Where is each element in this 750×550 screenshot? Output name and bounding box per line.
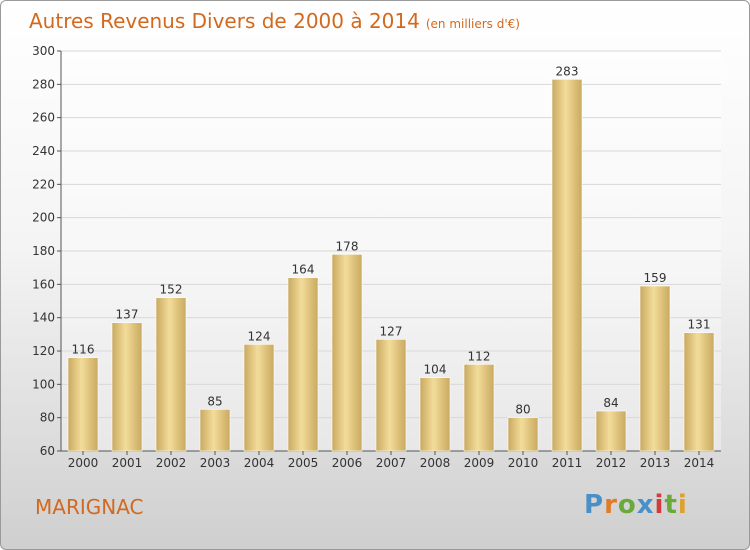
data-label: 80	[515, 403, 530, 417]
x-tick-label: 2013	[640, 456, 671, 470]
bar	[287, 277, 319, 452]
y-tick-label: 240	[32, 144, 55, 158]
x-tick-label: 2004	[244, 456, 275, 470]
x-tick-label: 2002	[156, 456, 187, 470]
bar	[199, 409, 231, 452]
logo-letter: o	[617, 490, 637, 520]
bar	[243, 344, 275, 452]
y-tick-label: 300	[32, 44, 55, 58]
title-text: Autres Revenus Divers de 2000 à 2014	[29, 9, 420, 33]
data-label: 131	[688, 318, 711, 332]
x-tick-label: 2014	[684, 456, 715, 470]
x-tick-label: 2009	[464, 456, 495, 470]
y-tick-label: 100	[32, 377, 55, 391]
y-tick-label: 200	[32, 211, 55, 225]
logo-letter: P	[584, 490, 605, 520]
logo-letter: i	[677, 490, 688, 520]
x-tick-label: 2007	[376, 456, 407, 470]
bar	[463, 364, 495, 452]
bar	[683, 332, 715, 452]
bar	[111, 322, 143, 452]
data-label: 152	[160, 283, 183, 297]
logo-letter: t	[664, 490, 678, 520]
bar	[507, 417, 539, 452]
y-tick-label: 60	[40, 444, 55, 458]
x-tick-label: 2012	[596, 456, 627, 470]
y-tick-label: 160	[32, 277, 55, 291]
x-tick-label: 2001	[112, 456, 143, 470]
y-tick-label: 220	[32, 177, 55, 191]
data-label: 137	[116, 308, 139, 322]
data-label: 84	[603, 396, 618, 410]
place-name: MARIGNAC	[35, 495, 144, 519]
data-label: 85	[207, 394, 222, 408]
data-label: 112	[468, 349, 491, 363]
bar	[375, 339, 407, 452]
x-tick-label: 2008	[420, 456, 451, 470]
data-label: 164	[292, 263, 315, 277]
x-tick-label: 2010	[508, 456, 539, 470]
x-tick-label: 2003	[200, 456, 231, 470]
data-label: 127	[380, 324, 403, 338]
y-tick-label: 260	[32, 111, 55, 125]
x-tick-label: 2005	[288, 456, 319, 470]
x-tick-label: 2011	[552, 456, 583, 470]
data-label: 283	[556, 64, 579, 78]
logo-letter: x	[636, 490, 655, 520]
unit-note: (en milliers d'€)	[425, 17, 520, 31]
bar	[551, 79, 583, 452]
x-tick-label: 2006	[332, 456, 363, 470]
y-tick-label: 280	[32, 77, 55, 91]
logo-letter: r	[604, 490, 618, 520]
logo-letter: i	[654, 490, 665, 520]
bar	[639, 285, 671, 452]
data-label: 178	[336, 239, 359, 253]
bar	[419, 377, 451, 452]
chart-title: Autres Revenus Divers de 2000 à 2014 (en …	[29, 9, 520, 33]
bar	[155, 297, 187, 452]
data-label: 116	[72, 343, 95, 357]
bar	[595, 410, 627, 452]
x-tick-label: 2000	[68, 456, 99, 470]
bar	[331, 254, 363, 452]
proxiti-logo: Proxiti	[584, 490, 688, 520]
bar	[67, 357, 99, 452]
y-tick-label: 80	[40, 411, 55, 425]
y-tick-label: 140	[32, 311, 55, 325]
data-label: 159	[644, 271, 667, 285]
data-label: 124	[248, 329, 271, 343]
y-tick-label: 120	[32, 344, 55, 358]
data-label: 104	[424, 363, 447, 377]
y-tick-label: 180	[32, 244, 55, 258]
